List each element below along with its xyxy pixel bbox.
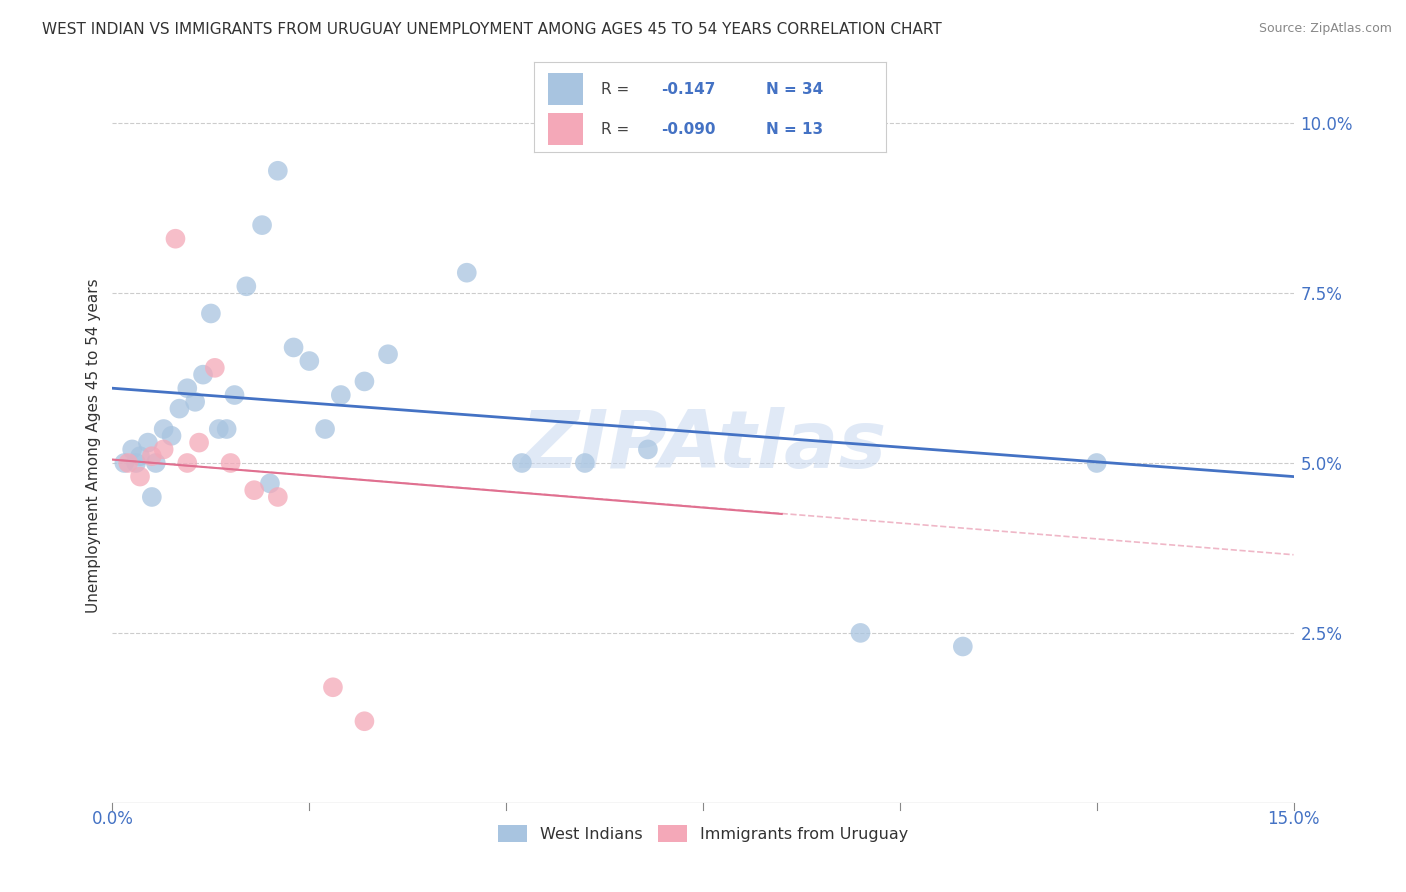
Point xyxy=(235,279,257,293)
Point xyxy=(152,422,174,436)
Point xyxy=(283,341,305,355)
Point xyxy=(637,442,659,457)
Text: R =: R = xyxy=(602,122,634,136)
Point xyxy=(243,483,266,498)
Point xyxy=(322,680,344,694)
Point xyxy=(510,456,533,470)
Point xyxy=(188,435,211,450)
Point xyxy=(456,266,478,280)
FancyBboxPatch shape xyxy=(548,73,583,105)
Point xyxy=(141,449,163,463)
Point xyxy=(259,476,281,491)
Text: ZIPAtlas: ZIPAtlas xyxy=(520,407,886,485)
Point xyxy=(136,435,159,450)
Point xyxy=(353,714,375,729)
Text: -0.147: -0.147 xyxy=(661,82,716,96)
Point xyxy=(353,375,375,389)
Text: WEST INDIAN VS IMMIGRANTS FROM URUGUAY UNEMPLOYMENT AMONG AGES 45 TO 54 YEARS CO: WEST INDIAN VS IMMIGRANTS FROM URUGUAY U… xyxy=(42,22,942,37)
Point xyxy=(1085,456,1108,470)
Text: R =: R = xyxy=(602,82,634,96)
Point xyxy=(191,368,214,382)
Point xyxy=(176,381,198,395)
Point xyxy=(112,456,135,470)
Point xyxy=(145,456,167,470)
Text: N = 13: N = 13 xyxy=(766,122,824,136)
Point xyxy=(152,442,174,457)
Point xyxy=(117,456,139,470)
Point xyxy=(267,163,290,178)
Point xyxy=(849,626,872,640)
Text: -0.090: -0.090 xyxy=(661,122,716,136)
Point xyxy=(224,388,246,402)
Point xyxy=(204,360,226,375)
Y-axis label: Unemployment Among Ages 45 to 54 years: Unemployment Among Ages 45 to 54 years xyxy=(86,278,101,614)
Text: Source: ZipAtlas.com: Source: ZipAtlas.com xyxy=(1258,22,1392,36)
Point xyxy=(215,422,238,436)
Point xyxy=(267,490,290,504)
Point xyxy=(298,354,321,368)
Point xyxy=(125,456,148,470)
Point xyxy=(208,422,231,436)
Point xyxy=(219,456,242,470)
Point xyxy=(574,456,596,470)
Point xyxy=(129,469,152,483)
FancyBboxPatch shape xyxy=(548,113,583,145)
Point xyxy=(329,388,352,402)
Point xyxy=(165,232,187,246)
Point xyxy=(121,442,143,457)
Point xyxy=(176,456,198,470)
Point xyxy=(377,347,399,361)
Text: N = 34: N = 34 xyxy=(766,82,824,96)
Point xyxy=(250,218,273,232)
Point xyxy=(141,490,163,504)
Point xyxy=(169,401,191,416)
Point xyxy=(129,449,152,463)
Point xyxy=(160,429,183,443)
Legend: West Indians, Immigrants from Uruguay: West Indians, Immigrants from Uruguay xyxy=(492,818,914,848)
Point xyxy=(200,306,222,320)
Point xyxy=(314,422,336,436)
Point xyxy=(952,640,974,654)
Point xyxy=(184,394,207,409)
